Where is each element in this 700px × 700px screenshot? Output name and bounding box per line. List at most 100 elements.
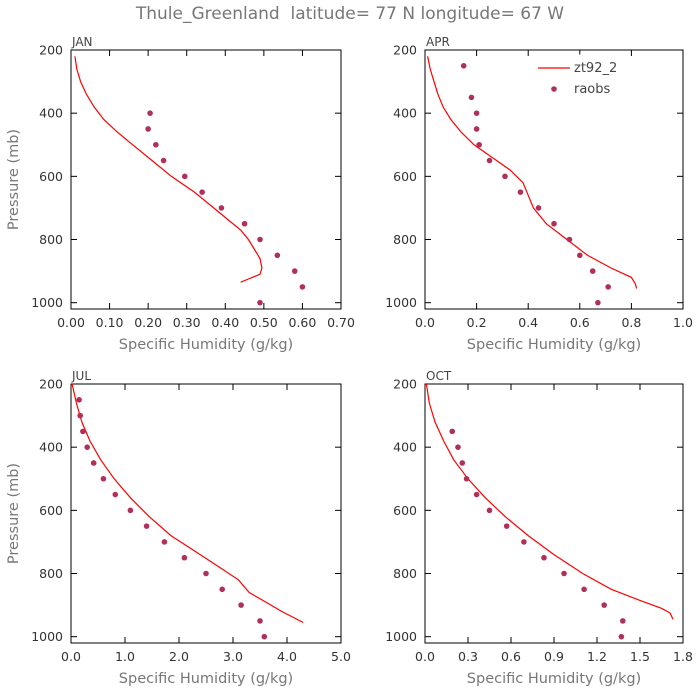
- obs-point: [620, 618, 626, 624]
- y-tick-label: 200: [393, 43, 417, 58]
- y-tick-label: 800: [393, 232, 417, 247]
- y-tick-label: 1000: [31, 295, 63, 310]
- y-tick-label: 800: [39, 232, 63, 247]
- obs-point: [218, 205, 225, 211]
- page-title: Thule_Greenland latitude= 77 N longitude…: [135, 4, 565, 24]
- obs-point: [199, 189, 205, 195]
- x-tick-label: 0.4: [518, 315, 538, 330]
- obs-point: [473, 491, 480, 498]
- obs-point: [455, 444, 461, 450]
- y-tick-label: 800: [39, 566, 63, 581]
- obs-point: [486, 157, 493, 164]
- y-tick-label: 600: [39, 503, 63, 518]
- x-tick-label: 1.8: [673, 649, 693, 664]
- x-tick-label: 1.0: [673, 315, 693, 330]
- x-tick-label: 0.2: [467, 315, 487, 330]
- x-axis-label: Specific Humidity (g/kg): [467, 671, 641, 687]
- obs-point: [299, 284, 306, 290]
- obs-point: [551, 220, 557, 227]
- obs-point: [503, 523, 510, 529]
- obs-point: [601, 602, 607, 608]
- y-axis-label: Pressure (mb): [6, 129, 22, 230]
- y-axis-label: Pressure (mb): [6, 463, 22, 564]
- y-tick-label: 200: [39, 43, 63, 58]
- obs-point: [257, 236, 263, 243]
- obs-point: [449, 428, 456, 435]
- obs-point: [463, 475, 470, 482]
- obs-point: [535, 205, 542, 211]
- x-tick-label: 0.9: [544, 649, 564, 664]
- x-tick-label: 1.0: [115, 649, 135, 664]
- plot-frame: [70, 383, 342, 644]
- obs-point: [219, 586, 225, 593]
- obs-point: [257, 618, 263, 624]
- x-axis-label: Specific Humidity (g/kg): [119, 337, 293, 353]
- x-tick-label: 0.40: [211, 315, 239, 330]
- obs-point: [238, 602, 244, 608]
- obs-point: [143, 523, 150, 529]
- y-tick-label: 600: [393, 169, 417, 184]
- obs-point: [257, 299, 263, 306]
- obs-point: [181, 554, 188, 561]
- obs-point: [468, 94, 475, 101]
- y-tick-label: 200: [393, 377, 417, 392]
- y-tick-label: 1000: [385, 629, 417, 644]
- obs-point: [80, 428, 86, 435]
- x-axis-label: Specific Humidity (g/kg): [467, 337, 641, 353]
- y-tick-label: 400: [393, 440, 417, 455]
- model-line-zt92_2: [425, 383, 674, 620]
- legend-marker-swatch: [551, 86, 557, 92]
- y-tick-label: 400: [393, 106, 417, 121]
- x-tick-label: 0.20: [134, 315, 162, 330]
- obs-point: [459, 460, 466, 466]
- obs-point: [90, 460, 97, 466]
- y-tick-label: 800: [393, 566, 417, 581]
- x-tick-label: 5.0: [331, 649, 351, 664]
- obs-point: [147, 110, 153, 116]
- plot-frame: [70, 49, 342, 310]
- obs-point: [203, 570, 209, 577]
- obs-point: [127, 507, 134, 514]
- x-tick-label: 0.30: [173, 315, 201, 330]
- y-tick-label: 400: [39, 106, 63, 121]
- plot-frame: [424, 383, 684, 644]
- x-axis-label: Specific Humidity (g/kg): [119, 671, 293, 687]
- obs-point: [145, 126, 151, 132]
- obs-point: [486, 507, 493, 514]
- model-line-zt92_2: [71, 383, 304, 624]
- obs-point: [476, 141, 482, 148]
- obs-point: [566, 236, 573, 243]
- obs-point: [502, 173, 508, 180]
- obs-point: [84, 444, 90, 450]
- obs-point: [521, 539, 527, 545]
- obs-point: [181, 173, 188, 180]
- obs-point: [291, 268, 298, 274]
- x-tick-label: 4.0: [277, 649, 297, 664]
- obs-point: [473, 126, 480, 132]
- x-tick-label: 1.5: [630, 649, 650, 664]
- obs-point: [561, 570, 567, 577]
- x-tick-label: 0.0: [415, 315, 435, 330]
- x-tick-label: 2.0: [169, 649, 189, 664]
- x-tick-label: 0.0: [415, 649, 435, 664]
- legend-box: [533, 54, 631, 102]
- obs-point: [100, 475, 107, 482]
- y-tick-label: 1000: [31, 629, 63, 644]
- x-tick-label: 0.3: [458, 649, 478, 664]
- obs-point: [581, 586, 587, 593]
- x-tick-label: 0.50: [250, 315, 278, 330]
- y-tick-label: 1000: [385, 295, 417, 310]
- obs-point: [161, 539, 168, 545]
- panel-label: OCT: [426, 369, 452, 383]
- obs-point: [274, 252, 281, 259]
- panel-label: APR: [426, 35, 450, 49]
- x-tick-label: 0.6: [570, 315, 590, 330]
- obs-point: [112, 491, 119, 498]
- x-tick-label: 0.6: [501, 649, 521, 664]
- y-tick-label: 600: [393, 503, 417, 518]
- x-tick-label: 1.2: [587, 649, 607, 664]
- obs-point: [261, 633, 268, 640]
- obs-point: [605, 284, 611, 290]
- obs-point: [160, 157, 167, 164]
